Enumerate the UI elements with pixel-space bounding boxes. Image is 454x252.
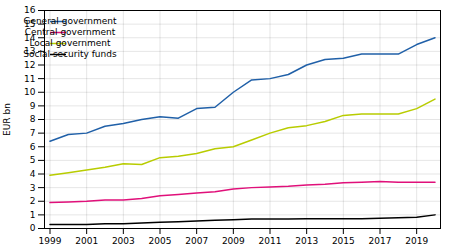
svg-text:Social security funds: Social security funds bbox=[23, 49, 117, 59]
svg-text:2003: 2003 bbox=[112, 236, 135, 246]
svg-text:Central government: Central government bbox=[25, 27, 116, 37]
svg-text:2011: 2011 bbox=[259, 236, 282, 246]
svg-text:16: 16 bbox=[24, 5, 36, 15]
svg-text:EUR bn: EUR bn bbox=[2, 103, 12, 136]
svg-text:2019: 2019 bbox=[405, 236, 428, 246]
svg-text:1999: 1999 bbox=[39, 236, 62, 246]
svg-text:0: 0 bbox=[30, 223, 36, 233]
svg-text:2013: 2013 bbox=[295, 236, 318, 246]
svg-text:6: 6 bbox=[30, 142, 36, 152]
svg-text:5: 5 bbox=[30, 155, 36, 165]
svg-text:4: 4 bbox=[30, 169, 36, 179]
svg-text:2: 2 bbox=[30, 196, 36, 206]
svg-text:11: 11 bbox=[24, 74, 35, 84]
svg-text:Local government: Local government bbox=[29, 38, 111, 48]
svg-text:12: 12 bbox=[24, 60, 35, 70]
svg-text:2007: 2007 bbox=[185, 236, 208, 246]
svg-text:2001: 2001 bbox=[75, 236, 98, 246]
svg-text:2017: 2017 bbox=[369, 236, 392, 246]
svg-text:2009: 2009 bbox=[222, 236, 245, 246]
svg-text:10: 10 bbox=[24, 87, 36, 97]
svg-text:3: 3 bbox=[30, 183, 36, 193]
svg-text:1: 1 bbox=[30, 210, 36, 220]
svg-text:8: 8 bbox=[30, 114, 36, 124]
svg-text:2005: 2005 bbox=[149, 236, 172, 246]
svg-text:General government: General government bbox=[23, 16, 117, 26]
svg-text:2015: 2015 bbox=[332, 236, 355, 246]
svg-text:9: 9 bbox=[30, 101, 36, 111]
svg-text:7: 7 bbox=[30, 128, 36, 138]
